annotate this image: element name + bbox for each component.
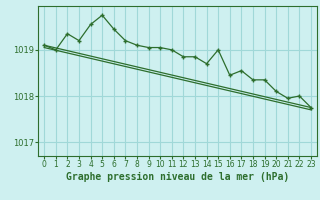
X-axis label: Graphe pression niveau de la mer (hPa): Graphe pression niveau de la mer (hPa) (66, 172, 289, 182)
